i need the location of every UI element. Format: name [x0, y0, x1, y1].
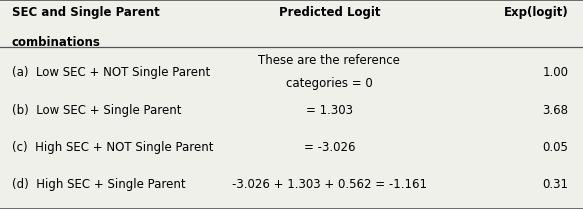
Text: SEC and Single Parent: SEC and Single Parent	[12, 6, 159, 19]
Text: (c)  High SEC + NOT Single Parent: (c) High SEC + NOT Single Parent	[12, 141, 213, 154]
Text: These are the reference: These are the reference	[258, 54, 401, 67]
Text: 1.00: 1.00	[542, 66, 568, 79]
Text: combinations: combinations	[12, 36, 100, 48]
Text: (b)  Low SEC + Single Parent: (b) Low SEC + Single Parent	[12, 104, 181, 117]
Text: -3.026 + 1.303 + 0.562 = -1.161: -3.026 + 1.303 + 0.562 = -1.161	[232, 178, 427, 191]
Text: 0.31: 0.31	[542, 178, 568, 191]
Text: 0.05: 0.05	[543, 141, 568, 154]
Text: (d)  High SEC + Single Parent: (d) High SEC + Single Parent	[12, 178, 185, 191]
Text: categories = 0: categories = 0	[286, 77, 373, 90]
Text: (a)  Low SEC + NOT Single Parent: (a) Low SEC + NOT Single Parent	[12, 66, 210, 79]
Text: = -3.026: = -3.026	[304, 141, 355, 154]
Text: Predicted Logit: Predicted Logit	[279, 6, 380, 19]
Text: 3.68: 3.68	[542, 104, 568, 117]
Text: = 1.303: = 1.303	[306, 104, 353, 117]
Text: Exp(logit): Exp(logit)	[504, 6, 568, 19]
